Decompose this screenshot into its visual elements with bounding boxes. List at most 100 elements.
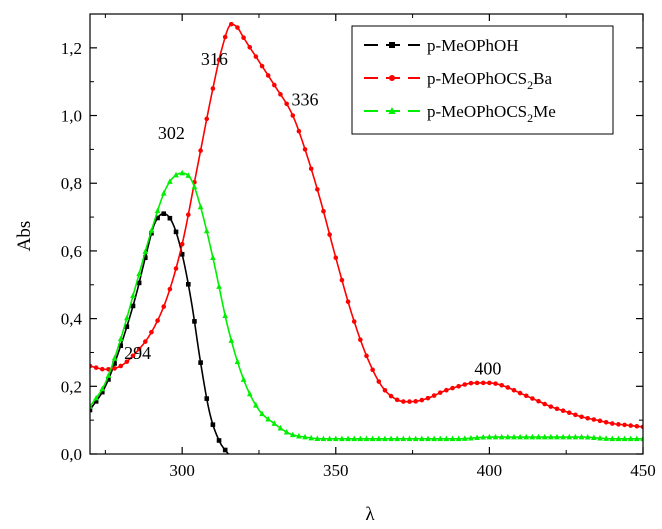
marker-circle <box>345 299 351 305</box>
marker-circle <box>462 382 468 387</box>
marker-triangle <box>326 435 333 442</box>
marker-square <box>143 255 148 260</box>
marker-triangle <box>283 428 290 435</box>
marker-circle <box>198 148 203 153</box>
marker-circle <box>382 387 388 393</box>
marker-triangle <box>462 435 468 441</box>
marker-triangle <box>388 107 396 114</box>
marker-triangle <box>554 433 560 440</box>
marker-triangle <box>234 358 241 364</box>
marker-circle <box>99 366 105 372</box>
marker-triangle <box>222 312 228 319</box>
marker-circle <box>616 422 621 427</box>
marker-circle <box>634 423 640 429</box>
marker-circle <box>130 353 136 359</box>
marker-triangle <box>173 171 179 178</box>
marker-triangle <box>265 415 271 422</box>
marker-triangle <box>388 435 394 442</box>
marker-square <box>389 42 395 48</box>
marker-circle <box>204 116 210 122</box>
marker-triangle <box>296 432 302 439</box>
legend-label: p-MeOPhOCS2Me <box>427 102 556 125</box>
marker-triangle <box>375 435 382 442</box>
marker-circle <box>241 35 246 40</box>
marker-circle <box>450 385 455 391</box>
marker-triangle <box>468 434 474 441</box>
marker-triangle <box>99 385 106 392</box>
marker-circle <box>401 399 406 404</box>
marker-triangle <box>167 178 173 184</box>
marker-triangle <box>369 435 376 442</box>
marker-triangle <box>621 435 628 442</box>
marker-circle <box>259 63 265 69</box>
marker-circle <box>186 212 191 218</box>
marker-triangle <box>130 292 136 299</box>
marker-circle <box>229 21 234 27</box>
marker-triangle <box>111 354 118 361</box>
legend-item: p-MeOPhOCS2Me <box>364 102 556 125</box>
marker-triangle <box>228 337 235 343</box>
marker-triangle <box>314 435 321 441</box>
marker-circle <box>296 128 302 134</box>
marker-circle <box>511 387 517 393</box>
marker-circle <box>579 414 584 420</box>
marker-circle <box>493 381 498 386</box>
marker-circle <box>536 398 541 404</box>
x-axis-title: λ <box>365 504 375 525</box>
marker-circle <box>364 353 369 359</box>
marker-triangle <box>609 435 616 442</box>
marker-triangle <box>437 435 444 442</box>
marker-circle <box>388 393 394 399</box>
marker-circle <box>210 86 216 91</box>
marker-circle <box>573 412 578 418</box>
marker-triangle <box>179 169 185 176</box>
marker-triangle <box>382 435 388 442</box>
marker-triangle <box>400 435 407 442</box>
marker-triangle <box>246 390 253 397</box>
marker-circle <box>603 420 609 425</box>
marker-circle <box>425 395 431 401</box>
marker-triangle <box>105 372 112 378</box>
marker-triangle <box>148 227 155 233</box>
marker-circle <box>480 380 486 386</box>
marker-triangle <box>634 435 640 442</box>
marker-square <box>99 389 105 395</box>
peak-label: 294 <box>124 343 151 363</box>
marker-square <box>222 447 228 453</box>
marker-triangle <box>191 183 198 190</box>
marker-circle <box>339 277 345 283</box>
marker-triangle <box>572 433 579 440</box>
series-line <box>90 172 643 440</box>
marker-square <box>124 324 130 329</box>
marker-triangle <box>640 435 643 442</box>
marker-triangle <box>216 283 222 289</box>
marker-circle <box>591 417 597 422</box>
y-tick-label: 1,2 <box>61 39 82 58</box>
marker-circle <box>333 255 339 260</box>
marker-triangle <box>480 433 487 440</box>
marker-circle <box>530 396 535 401</box>
marker-triangle <box>566 433 573 440</box>
marker-triangle <box>492 433 499 440</box>
marker-triangle <box>486 433 493 440</box>
marker-triangle <box>591 434 597 440</box>
marker-circle <box>93 365 99 370</box>
marker-triangle <box>210 254 216 260</box>
marker-circle <box>622 422 627 428</box>
marker-circle <box>253 54 259 59</box>
marker-triangle <box>136 270 142 277</box>
marker-triangle <box>253 402 259 408</box>
marker-triangle <box>154 207 161 214</box>
plot-frame <box>89 13 644 455</box>
marker-square <box>93 399 99 404</box>
marker-triangle <box>320 435 327 442</box>
marker-circle <box>468 380 474 386</box>
marker-square <box>173 229 179 235</box>
marker-circle <box>585 415 590 421</box>
marker-triangle <box>419 435 425 442</box>
marker-triangle <box>603 435 609 441</box>
marker-triangle <box>240 376 247 382</box>
marker-triangle <box>511 433 517 440</box>
marker-triangle <box>431 435 437 442</box>
marker-circle <box>247 44 253 50</box>
